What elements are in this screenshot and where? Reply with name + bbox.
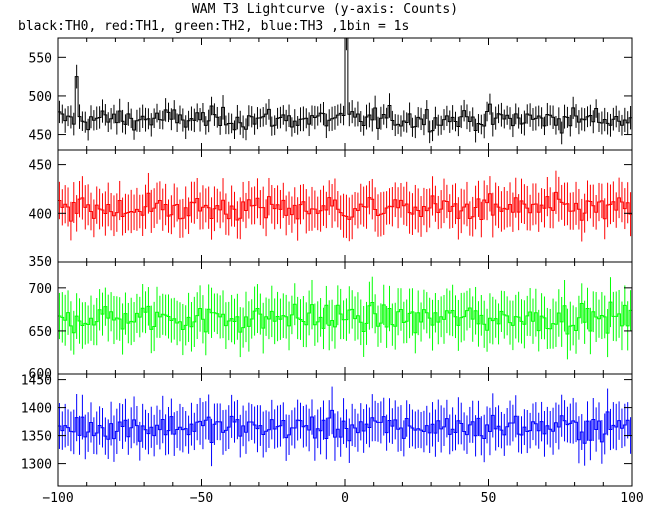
x-tick-label: −100 <box>42 491 73 505</box>
y-tick-label: 450 <box>29 129 52 144</box>
y-tick-label: 600 <box>29 367 52 382</box>
x-tick-label: 0 <box>341 491 349 505</box>
chart-subtitle: black:TH0, red:TH1, green:TH2, blue:TH3 … <box>18 19 410 34</box>
series-th2 <box>58 276 632 360</box>
y-tick-label: 1400 <box>21 402 52 417</box>
series-line <box>58 38 632 134</box>
series-line <box>58 191 632 222</box>
y-tick-label: 500 <box>29 90 52 105</box>
y-tick-label: 650 <box>29 325 52 340</box>
y-tick-label: 700 <box>29 282 52 297</box>
x-tick-label: −50 <box>190 491 213 505</box>
y-tick-label: 400 <box>29 207 52 222</box>
y-tick-label: 1300 <box>21 458 52 473</box>
x-tick-label: 50 <box>481 491 497 505</box>
series-th1 <box>58 170 632 242</box>
y-tick-label: 1350 <box>21 430 52 445</box>
y-tick-label: 450 <box>29 159 52 174</box>
x-tick-label: 100 <box>620 491 643 505</box>
y-tick-label: 1450 <box>21 374 52 389</box>
y-tick-label: 550 <box>29 51 52 66</box>
series-th3 <box>58 386 632 467</box>
series-line <box>58 409 632 444</box>
series-line <box>58 301 632 335</box>
series-th0 <box>58 38 632 145</box>
y-tick-label: 350 <box>29 255 52 270</box>
chart-title: WAM T3 Lightcurve (y-axis: Counts) <box>191 2 459 17</box>
